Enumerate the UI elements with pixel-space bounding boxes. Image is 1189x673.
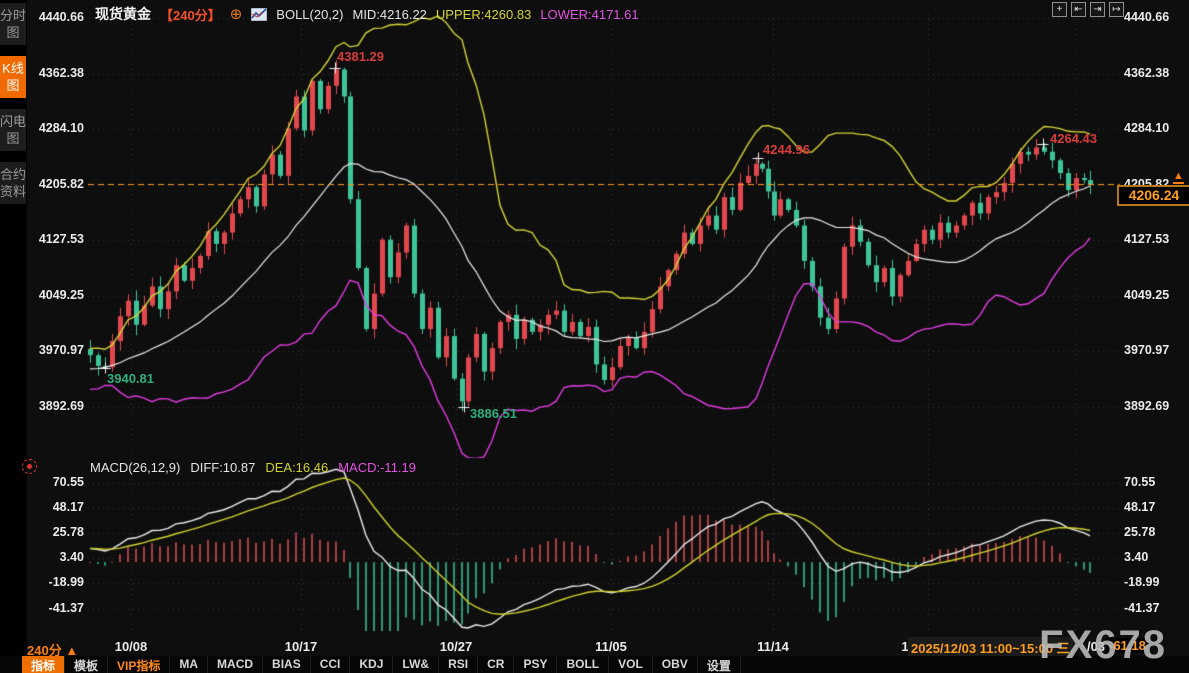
date-axis-label: 11/05 xyxy=(595,639,627,654)
toolbar-button[interactable]: CCI xyxy=(311,656,351,673)
toolbar-button[interactable]: KDJ xyxy=(350,656,394,673)
price-axis-label-left: 3892.69 xyxy=(38,398,84,413)
macd-dea-value: DEA:16.46 xyxy=(265,460,329,475)
symbol-name: 现货黄金 xyxy=(95,6,151,22)
macd-axis-label-right: -41.37 xyxy=(1124,600,1160,615)
sidebar-tab[interactable]: K线图 xyxy=(0,56,26,98)
toolbar-button[interactable]: MA xyxy=(170,656,209,673)
price-axis-label-left: 4049.25 xyxy=(38,287,84,302)
price-axis-label-right: 3970.97 xyxy=(1124,343,1170,357)
macd-axis-label-left: 70.55 xyxy=(52,475,84,489)
toolbar-button[interactable]: MACD xyxy=(208,656,264,673)
extreme-price-annotation: 4264.43 xyxy=(1050,131,1097,146)
date-axis-label: /03 xyxy=(1086,639,1106,654)
price-axis-label-left: 4284.10 xyxy=(38,121,84,135)
chart-tool-icons: + ⇤ ⇥ ↦ xyxy=(1052,2,1124,17)
price-axis-label-right: 4284.10 xyxy=(1124,121,1170,135)
macd-header: MACD(26,12,9) DIFF:10.87 DEA:16.46 MACD:… xyxy=(90,460,416,475)
toolbar-button[interactable]: LW& xyxy=(393,656,440,673)
date-axis-label: 11/14 xyxy=(757,639,789,654)
macd-axis-label-left: 48.17 xyxy=(52,500,84,515)
sidebar-tab[interactable]: 闪电图 xyxy=(0,109,26,151)
jump-to-latest-icon[interactable]: ▲ xyxy=(1173,170,1184,184)
date-axis-label: 10/08 xyxy=(114,639,148,654)
macd-axis-label-right: 48.17 xyxy=(1124,500,1156,515)
date-axis-label: 1 xyxy=(901,639,909,654)
toolbar-button[interactable]: RSI xyxy=(439,656,479,673)
price-axis-label-left: 4205.82 xyxy=(38,176,84,191)
macd-axis-label-left: 25.78 xyxy=(52,525,84,540)
price-axis-label-left: 4440.66 xyxy=(38,10,84,24)
indicator-thumbnail-icon[interactable] xyxy=(250,7,268,21)
indicator-toolbar: 指标 模板 VIP指标 MA MACD BIAS CCI KDJ LW& RSI CR PSY BOLL… xyxy=(0,656,1189,673)
extreme-price-annotation: 4381.29 xyxy=(337,49,384,64)
toolbar-button[interactable]: VIP指标 xyxy=(108,656,171,673)
date-axis-label: 10/17 xyxy=(284,639,318,654)
chart-header: 现货黄金 【240分】 ⊕ BOLL(20,2) MID:4216.22 UPP… xyxy=(95,4,639,24)
price-axis-label-left: 4362.38 xyxy=(38,65,84,80)
macd-axis-label-right: -18.99 xyxy=(1124,575,1160,590)
macd-diff-value: DIFF:10.87 xyxy=(190,460,256,475)
current-price-badge: 4206.24 xyxy=(1117,185,1189,206)
period-label: 【240分】 xyxy=(160,7,221,23)
price-axis-label-right: 3892.69 xyxy=(1124,398,1170,413)
date-axis-label: 10/27 xyxy=(439,639,473,654)
price-axis-label-right: 4049.25 xyxy=(1124,287,1170,302)
toolbar-button[interactable]: VOL xyxy=(609,656,653,673)
extreme-price-annotation: 3940.81 xyxy=(107,371,154,386)
watermark-logo: FX678 xyxy=(1039,623,1167,667)
price-axis-label-left: 4127.53 xyxy=(38,232,84,246)
sidebar-tab[interactable]: 合约资料 xyxy=(0,162,26,204)
sidebar: 分时图 K线图闪电图合约资料 xyxy=(0,0,27,673)
chart-tool-icon[interactable]: + xyxy=(1052,2,1067,17)
boll-mid-value: MID:4216.22 xyxy=(352,6,427,22)
boll-label: BOLL(20,2) xyxy=(276,6,344,22)
price-axis-label-right: 4440.66 xyxy=(1124,10,1170,24)
extreme-price-annotation: 4244.96 xyxy=(763,142,810,157)
chart-tool-icon[interactable]: ⇤ xyxy=(1071,2,1086,17)
macd-axis-label-right: 3.40 xyxy=(1124,550,1149,565)
timeframe-arrow-icon: ▲ xyxy=(65,643,79,658)
compare-plus-icon[interactable]: ⊕ xyxy=(229,5,243,23)
macd-axis-label-left: 3.40 xyxy=(59,550,84,565)
timeframe-label: 240分 xyxy=(27,643,62,658)
price-axis-label-right: 4362.38 xyxy=(1124,65,1170,80)
chart-tool-icon[interactable]: ⇥ xyxy=(1090,2,1105,17)
macd-axis-label-right: 70.55 xyxy=(1124,475,1156,489)
toolbar-button[interactable]: BOLL xyxy=(557,656,610,673)
record-dot-icon xyxy=(22,459,37,474)
sidebar-tab[interactable]: 分时图 xyxy=(0,3,26,45)
price-axis-label-right: 4127.53 xyxy=(1124,232,1170,246)
macd-macd-value: MACD:-11.19 xyxy=(338,460,417,475)
extreme-price-annotation: 3886.51 xyxy=(470,406,517,421)
chart-tool-icon[interactable]: ↦ xyxy=(1109,2,1124,17)
toolbar-button[interactable]: 指标 xyxy=(22,656,66,673)
macd-value-badge: -61.18 xyxy=(1106,638,1149,653)
price-axis-label-left: 3970.97 xyxy=(38,343,84,357)
toolbar-button[interactable]: BIAS xyxy=(263,656,311,673)
macd-axis-label-right: 25.78 xyxy=(1124,525,1156,540)
toolbar-button[interactable]: PSY xyxy=(514,656,558,673)
toolbar-button[interactable]: OBV xyxy=(653,656,698,673)
toolbar-button[interactable]: 模板 xyxy=(65,656,109,673)
boll-upper-value: UPPER:4260.83 xyxy=(435,6,532,22)
macd-title: MACD(26,12,9) xyxy=(90,460,181,475)
boll-lower-value: LOWER:4171.61 xyxy=(540,6,639,22)
toolbar-button[interactable]: 设置 xyxy=(698,656,741,673)
toolbar-button[interactable]: CR xyxy=(478,656,515,673)
macd-axis-label-left: -18.99 xyxy=(48,575,84,590)
timeframe-selector[interactable]: 240分 ▲ xyxy=(27,640,78,659)
macd-axis-label-left: -41.37 xyxy=(48,600,84,615)
session-datetime-label: 2025/12/03 11:00~15:00 三 xyxy=(908,637,1073,658)
